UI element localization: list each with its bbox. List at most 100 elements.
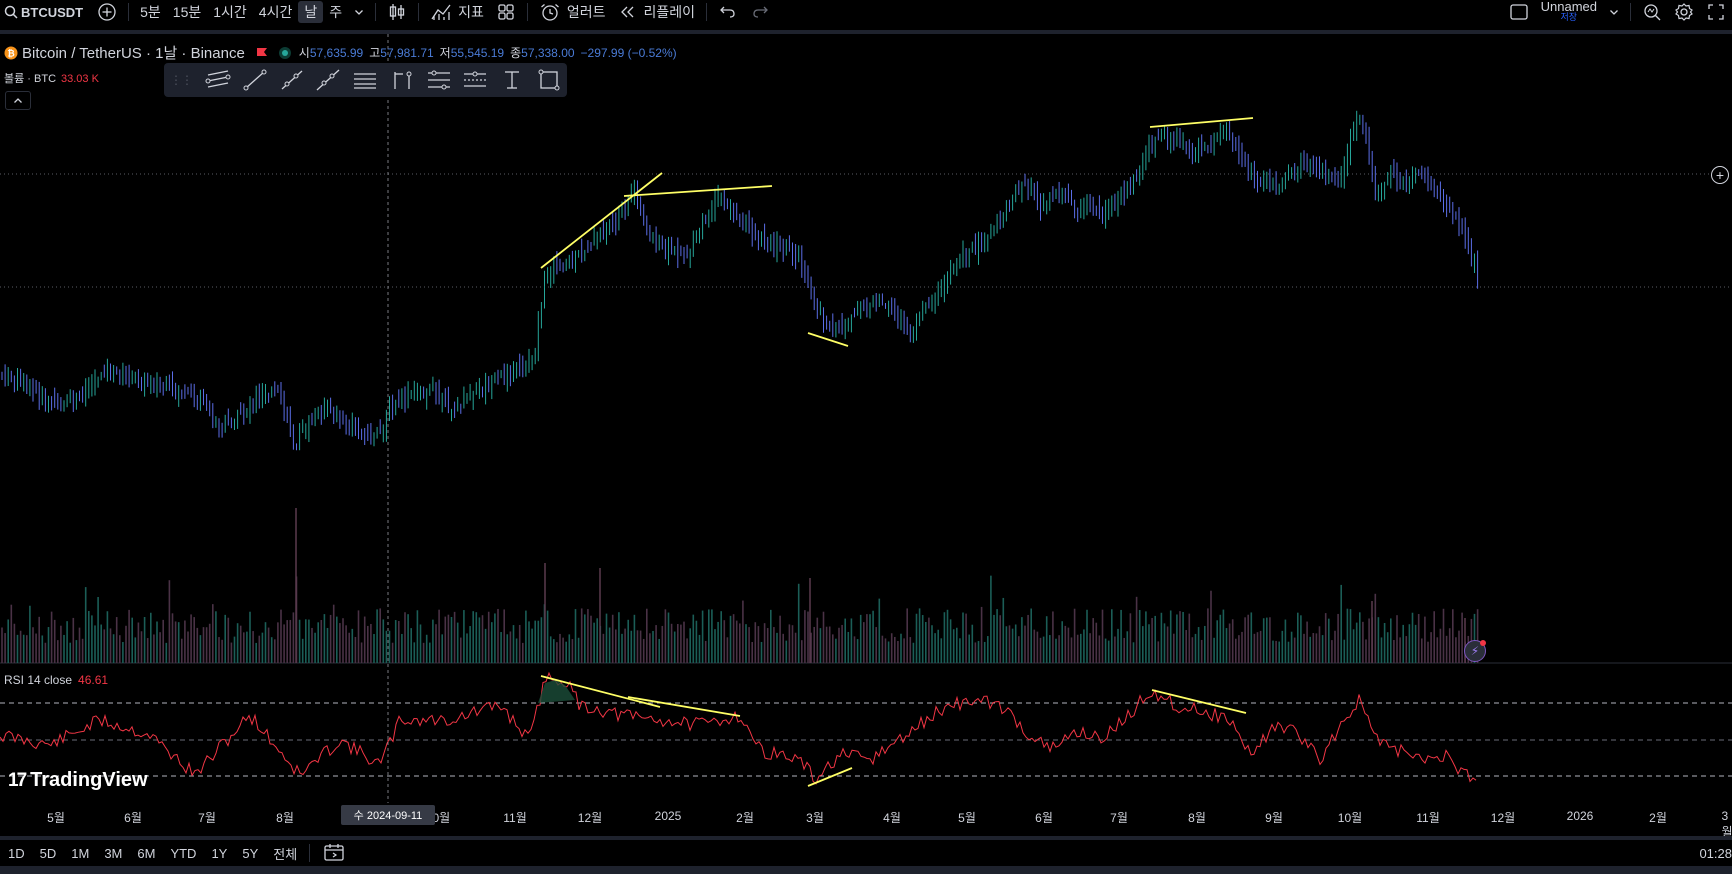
drawing-toolbar: ⋮⋮ [164,63,567,97]
candles-icon [389,4,405,20]
range-6m[interactable]: 6M [137,845,156,861]
trend-lines [540,117,1254,787]
clock[interactable]: 01:28 [1699,845,1732,861]
layout-name-button[interactable]: Unnamed 저장 [1541,0,1597,23]
interval-1d[interactable]: 날 [298,1,324,23]
rsi-label: RSI 14 close [4,673,73,687]
tool-multi-line[interactable] [200,66,237,94]
tradingview-logo[interactable]: 17 TradingView [8,769,148,792]
range-5y[interactable]: 5Y [242,845,259,861]
alert-label: 얼러트 [566,4,606,20]
indicators-button[interactable]: 지표 [424,1,490,23]
tool-parallel-channel[interactable] [347,66,384,94]
fib-icon [427,70,450,90]
trend-line [627,696,741,717]
legend-close: 종57,338.00 [510,46,575,60]
rewind-icon [620,6,633,18]
trend-line [807,332,849,347]
interval-1w[interactable]: 주 [329,4,343,20]
collapse-legend-button[interactable] [5,91,31,110]
undo-button[interactable] [712,1,744,23]
time-label: 2025 [654,809,682,823]
legend-open: 시57,635.99 [298,46,364,60]
interval-dropdown[interactable] [348,1,370,23]
legend-low: 저55,545.19 [439,46,505,60]
alarm-clock-icon [540,4,559,21]
separator [418,3,420,21]
tool-price-range[interactable] [457,66,494,94]
bottom-strip [0,866,1732,874]
alert-button[interactable]: 얼러트 [533,1,612,23]
tool-fib-retracement[interactable] [420,66,457,94]
rectangle-icon [538,69,560,91]
chevron-up-icon [14,97,22,103]
add-price-line-button[interactable]: + [1711,166,1729,184]
time-label: 11월 [1416,811,1440,825]
time-axis[interactable]: 5월 6월 7월 8월 10월 11월 12월 2025 2월 3월 4월 5월… [0,803,1732,839]
time-label: 3월 [806,811,824,825]
chevron-down-icon [355,10,364,15]
range-1d[interactable]: 1D [8,845,25,861]
replay-button[interactable]: 리플레이 [612,1,702,23]
separator [309,844,311,862]
tool-ray[interactable] [273,66,310,94]
bottom-toolbar: 1D 5D 1M 3M 6M YTD 1Y 5Y 전체 01:28 [0,836,1732,866]
notification-dot [1480,640,1486,646]
legend-change: −297.99 (−0.52%) [580,45,677,60]
tool-rectangle[interactable] [530,66,567,94]
range-1y[interactable]: 1Y [211,845,228,861]
symbol-search[interactable]: BTCUSDT [0,5,91,20]
range-3m[interactable]: 3M [104,845,123,861]
lightning-icon[interactable]: ⚡ [1464,640,1486,662]
time-label: 2026 [1566,809,1594,823]
time-label: 11월 [503,811,527,825]
tool-text-cursor[interactable] [494,66,531,94]
time-label: 12월 [1490,811,1516,825]
flag-icon[interactable] [255,46,269,60]
range-all[interactable]: 전체 [273,846,298,862]
tool-pitchfork[interactable] [384,66,421,94]
interval-15m[interactable]: 15분 [172,4,202,20]
chart-grid [0,173,1732,664]
settings-button[interactable] [1668,1,1700,23]
range-5d[interactable]: 5D [39,845,57,861]
tool-extended-line[interactable] [310,66,347,94]
fullscreen-button[interactable] [1700,1,1732,23]
trend-line [540,172,663,269]
range-ytd[interactable]: YTD [170,845,197,861]
range-1m[interactable]: 1M [71,845,90,861]
interval-1h[interactable]: 1시간 [213,4,247,20]
fullscreen-icon [1708,4,1724,20]
rsi-line [0,671,1477,785]
layout-checkbox[interactable] [1503,1,1535,23]
redo-icon [753,6,768,18]
time-label: 10월 [1337,811,1363,825]
interval-5m[interactable]: 5분 [140,4,161,20]
quick-search-button[interactable] [1636,1,1668,23]
interval-4h[interactable]: 4시간 [258,4,293,20]
tool-trend-line[interactable] [237,66,274,94]
undo-icon [720,6,735,18]
separator [526,3,528,21]
time-label: 2월 [1649,811,1667,825]
market-status-icon[interactable] [277,45,293,61]
compare-button[interactable] [91,1,123,23]
separator [706,3,708,21]
calendar-icon [324,843,344,861]
time-label: 8월 [1188,811,1206,825]
extended-line-icon [317,69,340,91]
chart-type-button[interactable] [381,1,413,23]
date-range-button[interactable] [315,842,352,865]
time-label: 7월 [198,811,216,825]
layouts-button[interactable] [490,1,522,23]
time-label: 7월 [1110,811,1128,825]
grid-icon [498,4,514,20]
time-label: 3월 [1721,809,1732,839]
layout-dropdown[interactable] [1603,1,1625,23]
redo-button[interactable] [744,1,776,23]
time-label: 2월 [736,811,754,825]
time-label: 8월 [276,811,294,825]
rsi-legend: RSI 14 close 46.61 [4,673,108,687]
drag-handle-icon[interactable]: ⋮⋮ [170,73,193,87]
